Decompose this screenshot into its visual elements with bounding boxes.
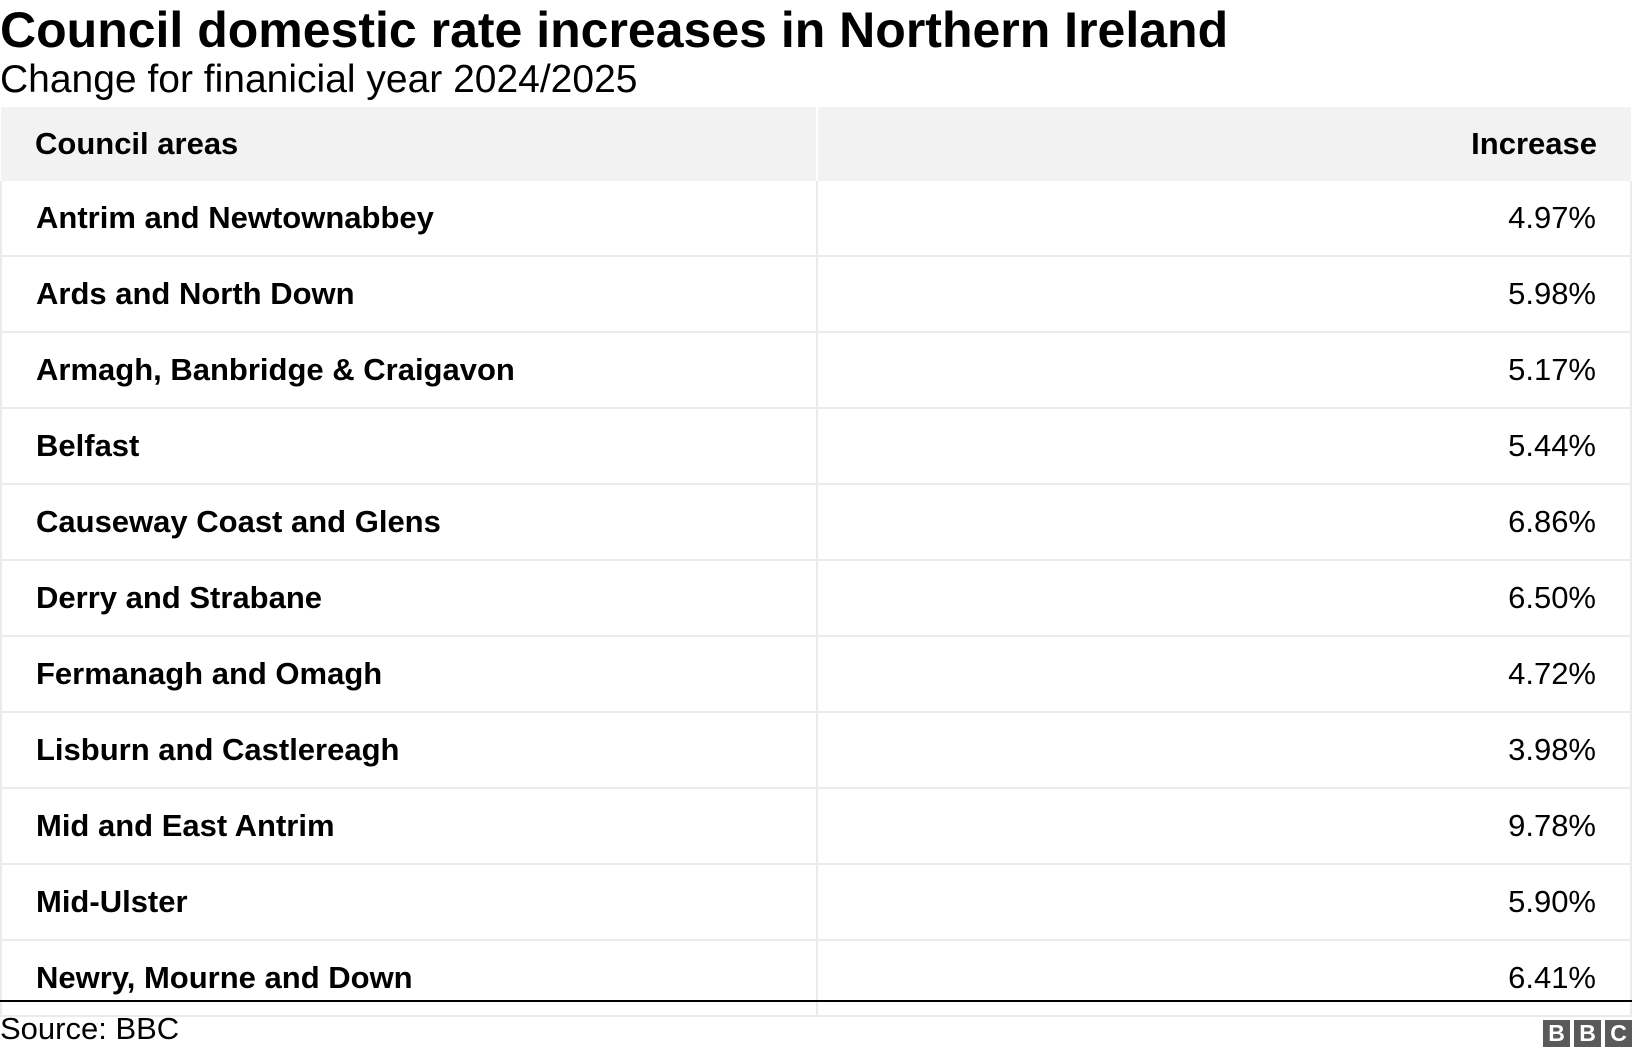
council-name-cell: Newry, Mourne and Down [0,940,817,1017]
increase-cell: 6.86% [816,484,1632,561]
bbc-logo: B B C [1543,1020,1632,1047]
increase-cell: 5.90% [816,864,1632,941]
column-header-increase: Increase [816,107,1631,181]
increase-cell: 5.98% [816,256,1632,333]
council-name-cell: Ards and North Down [0,256,817,333]
rates-table: Council areas Increase Antrim and Newtow… [0,107,1632,1017]
logo-letter: C [1605,1020,1632,1047]
increase-cell: 9.78% [816,788,1632,865]
council-name-cell: Fermanagh and Omagh [0,636,817,713]
council-name-cell: Lisburn and Castlereagh [0,712,817,789]
council-name-cell: Belfast [0,408,817,485]
table-row: Mid and East Antrim 9.78% [0,788,1632,865]
table-row: Lisburn and Castlereagh 3.98% [0,712,1632,789]
table-row: Ards and North Down 5.98% [0,256,1632,333]
council-name-cell: Derry and Strabane [0,560,817,637]
increase-cell: 5.44% [816,408,1632,485]
footer-divider [0,1000,1632,1002]
increase-cell: 4.97% [816,181,1632,257]
table-row: Armagh, Banbridge & Craigavon 5.17% [0,332,1632,409]
logo-letter: B [1574,1020,1601,1047]
council-name-cell: Mid and East Antrim [0,788,817,865]
table-row: Fermanagh and Omagh 4.72% [0,636,1632,713]
table-row: Belfast 5.44% [0,408,1632,485]
table-row: Causeway Coast and Glens 6.86% [0,484,1632,561]
table-header-row: Council areas Increase [1,107,1631,181]
increase-cell: 5.17% [816,332,1632,409]
table-row: Newry, Mourne and Down 6.41% [0,940,1632,1017]
chart-title: Council domestic rate increases in North… [0,2,1229,58]
table-row: Mid-Ulster 5.90% [0,864,1632,941]
council-name-cell: Mid-Ulster [0,864,817,941]
increase-cell: 6.41% [816,940,1632,1017]
logo-letter: B [1543,1020,1570,1047]
chart-subtitle: Change for finanicial year 2024/2025 [0,58,638,101]
source-note: Source: BBC [0,1011,180,1046]
table-body: Antrim and Newtownabbey 4.97% Ards and N… [0,181,1632,1017]
increase-cell: 6.50% [816,560,1632,637]
council-name-cell: Armagh, Banbridge & Craigavon [0,332,817,409]
increase-cell: 4.72% [816,636,1632,713]
table-row: Derry and Strabane 6.50% [0,560,1632,637]
council-name-cell: Causeway Coast and Glens [0,484,817,561]
council-name-cell: Antrim and Newtownabbey [0,181,817,257]
column-header-council-areas: Council areas [1,107,817,181]
table-row: Antrim and Newtownabbey 4.97% [0,181,1632,257]
increase-cell: 3.98% [816,712,1632,789]
